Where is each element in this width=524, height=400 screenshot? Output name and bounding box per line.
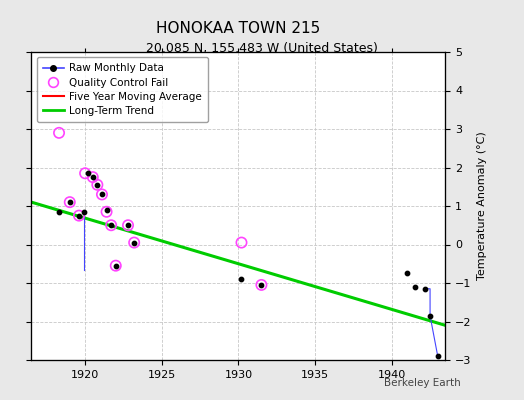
Point: [426, 312, 434, 319]
Point: [124, 222, 132, 228]
Text: Berkeley Earth: Berkeley Earth: [385, 378, 461, 388]
Point: [75, 212, 83, 219]
Legend: Raw Monthly Data, Quality Control Fail, Five Year Moving Average, Long-Term Tren: Raw Monthly Data, Quality Control Fail, …: [37, 57, 208, 122]
Point: [98, 191, 106, 198]
Point: [55, 130, 63, 136]
Point: [237, 276, 246, 282]
Point: [102, 208, 111, 215]
Point: [93, 182, 102, 188]
Point: [89, 174, 97, 180]
Point: [112, 262, 120, 269]
Point: [75, 212, 83, 219]
Title: HONOKAA TOWN 215: HONOKAA TOWN 215: [156, 20, 321, 36]
Point: [84, 170, 92, 176]
Point: [98, 191, 106, 198]
Point: [102, 207, 111, 213]
Point: [433, 353, 442, 359]
Point: [421, 286, 430, 292]
Point: [93, 182, 102, 188]
Point: [257, 282, 266, 288]
Point: [403, 270, 411, 276]
Point: [130, 239, 138, 246]
Point: [107, 222, 115, 228]
Y-axis label: Temperature Anomaly (°C): Temperature Anomaly (°C): [477, 132, 487, 280]
Point: [81, 170, 89, 176]
Point: [107, 222, 115, 228]
Point: [66, 199, 74, 205]
Point: [130, 239, 138, 246]
Point: [237, 239, 246, 246]
Point: [89, 174, 97, 180]
Point: [410, 284, 419, 290]
Point: [66, 199, 74, 205]
Text: 20.085 N, 155.483 W (United States): 20.085 N, 155.483 W (United States): [146, 42, 378, 55]
Point: [124, 222, 132, 228]
Point: [55, 208, 63, 215]
Point: [79, 208, 88, 215]
Point: [112, 262, 120, 269]
Point: [257, 282, 266, 288]
